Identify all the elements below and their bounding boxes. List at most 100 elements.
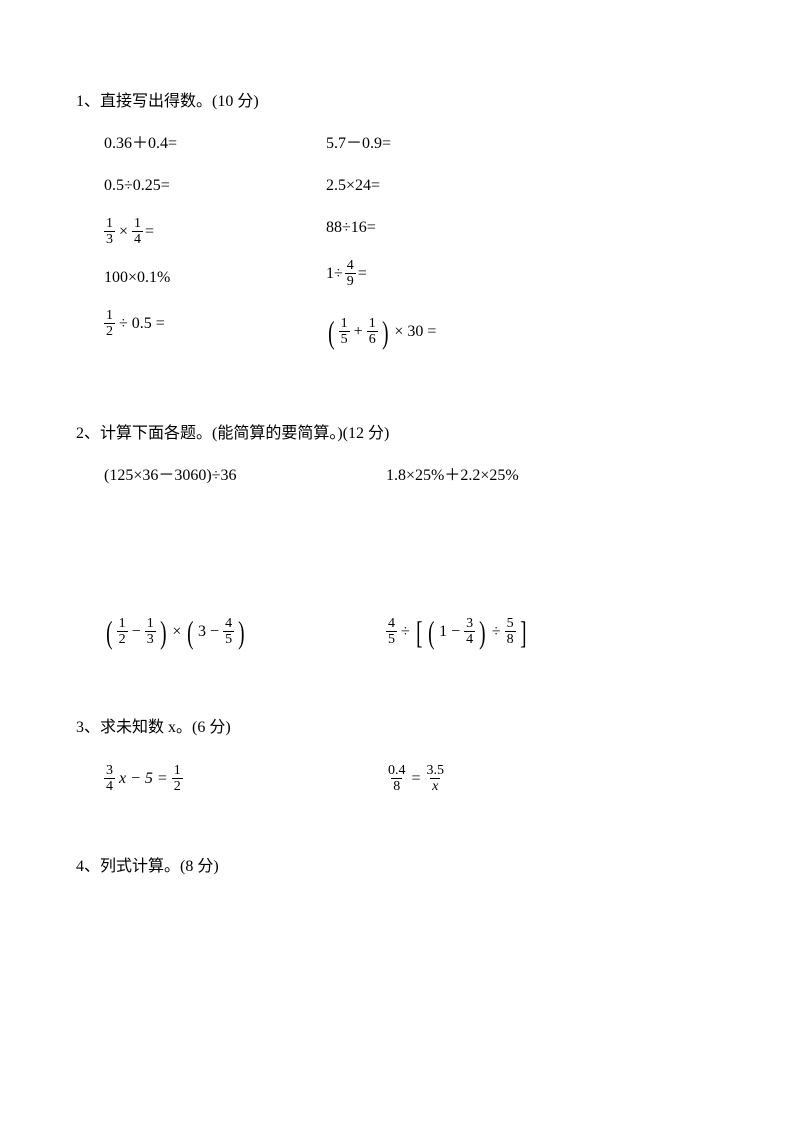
fraction: 16 [367,316,378,348]
q1-item: 13 × 14 = [104,216,326,248]
op-div: ÷ [399,620,412,644]
q1-grid: 0.36＋0.4= 0.5÷0.25= 13 × 14 = 100×0.1% 1… [76,132,724,374]
expr: 0.5÷0.25= [104,174,170,198]
q3-heading: 3、求未知数 x。(6 分) [76,716,724,740]
q2-heading: 2、计算下面各题。(能简算的要简算。)(12 分) [76,422,724,446]
den: 8 [505,631,516,647]
expr: 5.7－0.9= [326,132,391,156]
num: 1 [367,316,378,331]
fraction: 34 [464,616,475,648]
question-4: 4、列式计算。(8 分) [76,855,724,879]
expr: 0.36＋0.4= [104,132,177,156]
three: 3 [198,620,206,644]
den: 4 [132,231,143,247]
den: 8 [391,778,402,794]
q2-item: ( 12 − 13 ) × ( 3 − 45 ) [76,608,366,656]
expr: 100×0.1% [104,266,170,290]
mid: x − 5 = [117,767,170,791]
paren-right-icon: ) [479,608,485,656]
den: 5 [339,331,350,347]
q1-item: 0.5÷0.25= [104,174,326,198]
den: 3 [104,231,115,247]
op-div: ÷ [490,620,503,644]
q1-item: 100×0.1% [104,266,326,290]
expr: ( 15 + 16 ) × 30 = [326,308,438,356]
op-times: × [170,620,183,644]
fraction: 3.5x [425,763,447,795]
num: 1 [104,216,115,231]
fraction: 58 [505,616,516,648]
expr: 45 ÷ [ ( 1 − 34 ) ÷ 58 ] [386,608,528,656]
fraction: 45 [386,616,397,648]
fraction: 13 [104,216,115,248]
op-plus: + [352,320,365,344]
q1-heading: 1、直接写出得数。(10 分) [76,90,724,114]
num: 3 [464,616,475,631]
fraction: 34 [104,763,115,795]
paren-right-icon: ) [160,608,166,656]
fraction: 0.48 [386,763,408,795]
q1-item: 12 ÷ 0.5 = [104,308,326,340]
eq: = [145,220,154,244]
num: 1 [132,216,143,231]
q1-col-left: 0.36＋0.4= 0.5÷0.25= 13 × 14 = 100×0.1% 1… [76,132,326,374]
q1-item: 0.36＋0.4= [104,132,326,156]
q2-item: 1.8×25%＋2.2×25% [366,464,724,488]
num: 1 [145,616,156,631]
eq: = [358,262,367,286]
q3-row: 34 x − 5 = 12 0.48 = 3.5x [76,758,724,795]
fraction: 12 [117,616,128,648]
paren-left-icon: ( [328,308,334,356]
num: 3 [104,763,115,778]
question-3: 3、求未知数 x。(6 分) 34 x − 5 = 12 0.48 = 3.5x [76,716,724,795]
expr: ( 12 − 13 ) × ( 3 − 45 ) [104,608,247,656]
q1-col-right: 5.7－0.9= 2.5×24= 88÷16= 1÷ 49 = ( 15 + 1… [326,132,724,374]
bracket-right-icon: ] [520,608,526,656]
den: 5 [386,631,397,647]
fraction: 45 [223,616,234,648]
expr: 1÷ 49 = [326,258,367,290]
num: 4 [386,616,397,631]
den: 2 [172,778,183,794]
num: 1 [172,763,183,778]
den: 2 [117,631,128,647]
paren-left-icon: ( [429,608,435,656]
num: 1 [104,308,115,323]
fraction: 12 [104,308,115,340]
expr: (125×36－3060)÷36 [104,467,236,484]
q3-item: 0.48 = 3.5x [366,758,724,795]
den: 3 [145,631,156,647]
den: 2 [104,323,115,339]
num: 0.4 [386,763,408,778]
num: 4 [345,258,356,273]
question-2: 2、计算下面各题。(能简算的要简算。)(12 分) (125×36－3060)÷… [76,422,724,656]
den: x [430,778,440,794]
expr: 12 ÷ 0.5 = [104,308,167,340]
num: 4 [223,616,234,631]
expr: 2.5×24= [326,174,380,198]
op-times: × [117,220,130,244]
q1-item: 2.5×24= [326,174,724,198]
tail: ÷ 0.5 = [117,312,167,336]
fraction: 49 [345,258,356,290]
den: 4 [104,778,115,794]
den: 5 [223,631,234,647]
num: 1 [117,616,128,631]
expr: 34 x − 5 = 12 [104,763,183,795]
bracket-left-icon: [ [416,608,422,656]
op-minus: − [130,620,143,644]
question-1: 1、直接写出得数。(10 分) 0.36＋0.4= 0.5÷0.25= 13 ×… [76,90,724,374]
q2-row-1: (125×36－3060)÷36 1.8×25%＋2.2×25% [76,464,724,488]
den: 6 [367,331,378,347]
q4-heading: 4、列式计算。(8 分) [76,855,724,879]
one: 1 [439,620,447,644]
q3-item: 34 x − 5 = 12 [76,758,366,795]
op-minus: − [208,620,221,644]
num: 3.5 [425,763,447,778]
paren-left-icon: ( [188,608,194,656]
paren-right-icon: ) [238,608,244,656]
op-minus: − [449,620,462,644]
fraction: 14 [132,216,143,248]
num: 5 [505,616,516,631]
paren-right-icon: ) [382,308,388,356]
